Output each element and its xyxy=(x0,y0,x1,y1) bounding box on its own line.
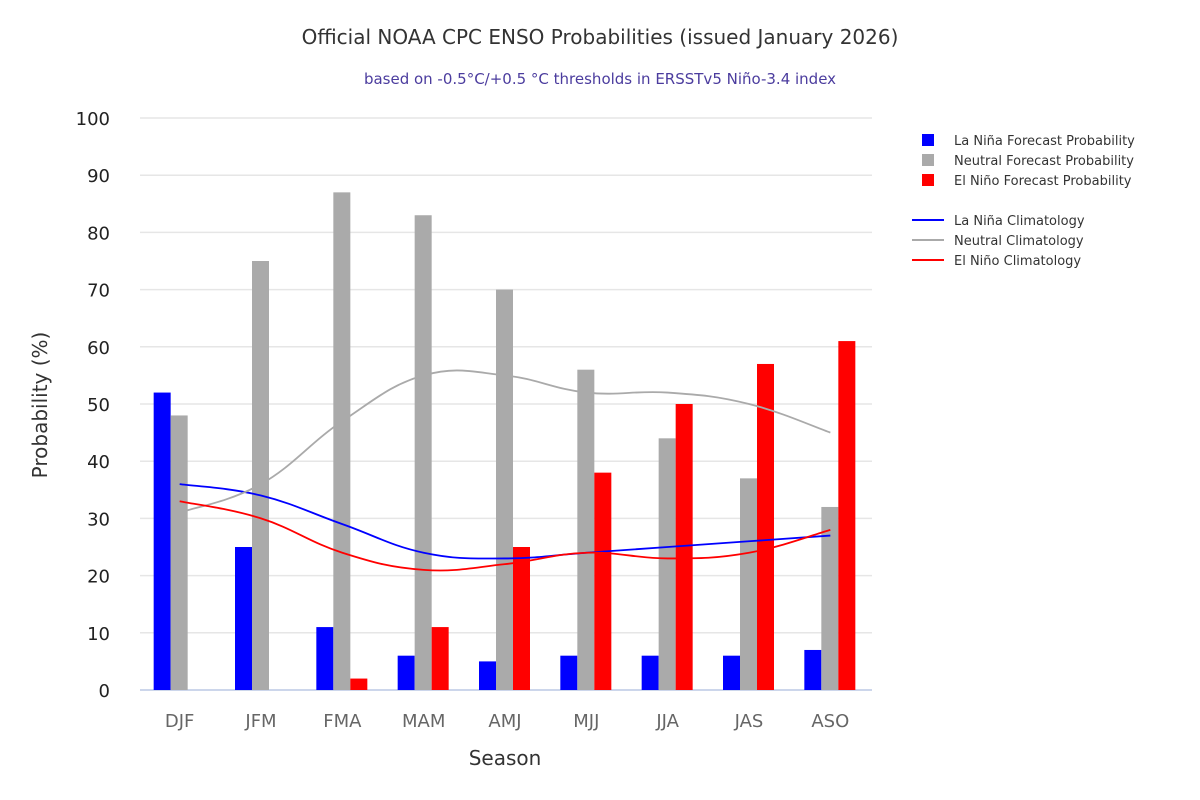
bar-el-ni-o-forecast-probability-MAM[interactable] xyxy=(431,627,449,690)
y-tick-label: 60 xyxy=(87,338,110,359)
chart-title: Official NOAA CPC ENSO Probabilities (is… xyxy=(302,25,899,49)
x-tick-label: DJF xyxy=(165,711,195,732)
x-tick-label: JFM xyxy=(244,711,276,732)
y-tick-label: 50 xyxy=(87,395,110,416)
bar-neutral-forecast-probability-ASO[interactable] xyxy=(821,506,839,690)
bar-la-ni-a-forecast-probability-MJJ[interactable] xyxy=(560,655,578,690)
bar-neutral-forecast-probability-JJA[interactable] xyxy=(658,438,676,690)
bar-la-ni-a-forecast-probability-JJA[interactable] xyxy=(641,655,659,690)
bar-el-ni-o-forecast-probability-ASO[interactable] xyxy=(838,341,856,690)
x-tick-label: FMA xyxy=(323,711,362,732)
y-tick-label: 0 xyxy=(99,681,110,702)
x-axis-label: Season xyxy=(469,746,542,770)
bar-la-ni-a-forecast-probability-JFM[interactable] xyxy=(235,547,252,690)
bar-la-ni-a-forecast-probability-AMJ[interactable] xyxy=(479,661,496,690)
bar-neutral-forecast-probability-MAM[interactable] xyxy=(414,215,432,691)
bar-neutral-forecast-probability-JFM[interactable] xyxy=(252,261,269,690)
y-axis-label: Probability (%) xyxy=(28,332,52,479)
y-tick-label: 30 xyxy=(87,509,110,530)
bar-neutral-forecast-probability-DJF[interactable] xyxy=(170,415,188,690)
x-tick-label: ASO xyxy=(811,711,849,732)
legend-swatch xyxy=(922,174,934,186)
bar-neutral-forecast-probability-AMJ[interactable] xyxy=(496,289,513,690)
y-tick-label: 90 xyxy=(87,166,110,187)
legend-item[interactable]: Neutral Climatology xyxy=(954,234,1084,249)
bar-la-ni-a-forecast-probability-DJF[interactable] xyxy=(153,392,171,690)
legend-swatch xyxy=(922,134,934,146)
bar-neutral-forecast-probability-FMA[interactable] xyxy=(333,192,351,691)
x-tick-label: MAM xyxy=(402,711,445,732)
x-tick-label: JJA xyxy=(655,711,679,732)
legend-swatch xyxy=(922,154,934,166)
bar-el-ni-o-forecast-probability-MJJ[interactable] xyxy=(594,472,612,690)
x-tick-label: AMJ xyxy=(488,711,521,732)
bar-la-ni-a-forecast-probability-JAS[interactable] xyxy=(723,655,740,690)
y-tick-label: 40 xyxy=(87,452,110,473)
x-tick-label: MJJ xyxy=(573,711,599,732)
line-neutral-climatology xyxy=(179,369,831,514)
bar-la-ni-a-forecast-probability-ASO[interactable] xyxy=(804,649,822,690)
legend-item[interactable]: La Niña Climatology xyxy=(954,214,1085,229)
y-tick-label: 80 xyxy=(87,223,110,244)
x-tick-label: JAS xyxy=(734,711,764,732)
bar-la-ni-a-forecast-probability-MAM[interactable] xyxy=(397,655,415,690)
legend-item[interactable]: El Niño Forecast Probability xyxy=(954,174,1132,189)
y-tick-label: 10 xyxy=(87,624,110,645)
line-el-ni-o-climatology xyxy=(179,500,831,572)
y-tick-label: 20 xyxy=(87,567,110,588)
legend-item[interactable]: La Niña Forecast Probability xyxy=(954,134,1135,149)
bar-el-ni-o-forecast-probability-AMJ[interactable] xyxy=(513,547,530,690)
bar-neutral-forecast-probability-JAS[interactable] xyxy=(740,478,757,690)
bar-el-ni-o-forecast-probability-JAS[interactable] xyxy=(757,363,774,690)
y-tick-label: 70 xyxy=(87,281,110,302)
bar-neutral-forecast-probability-MJJ[interactable] xyxy=(577,369,595,690)
bar-el-ni-o-forecast-probability-JJA[interactable] xyxy=(675,404,693,690)
chart-subtitle: based on -0.5°C/+0.5 °C thresholds in ER… xyxy=(364,70,836,88)
bar-la-ni-a-forecast-probability-FMA[interactable] xyxy=(316,627,334,690)
y-tick-label: 100 xyxy=(76,109,110,130)
line-la-ni-a-climatology xyxy=(179,483,831,560)
bar-el-ni-o-forecast-probability-FMA[interactable] xyxy=(350,678,368,690)
legend-item[interactable]: Neutral Forecast Probability xyxy=(954,154,1134,169)
legend-item[interactable]: El Niño Climatology xyxy=(954,254,1081,269)
